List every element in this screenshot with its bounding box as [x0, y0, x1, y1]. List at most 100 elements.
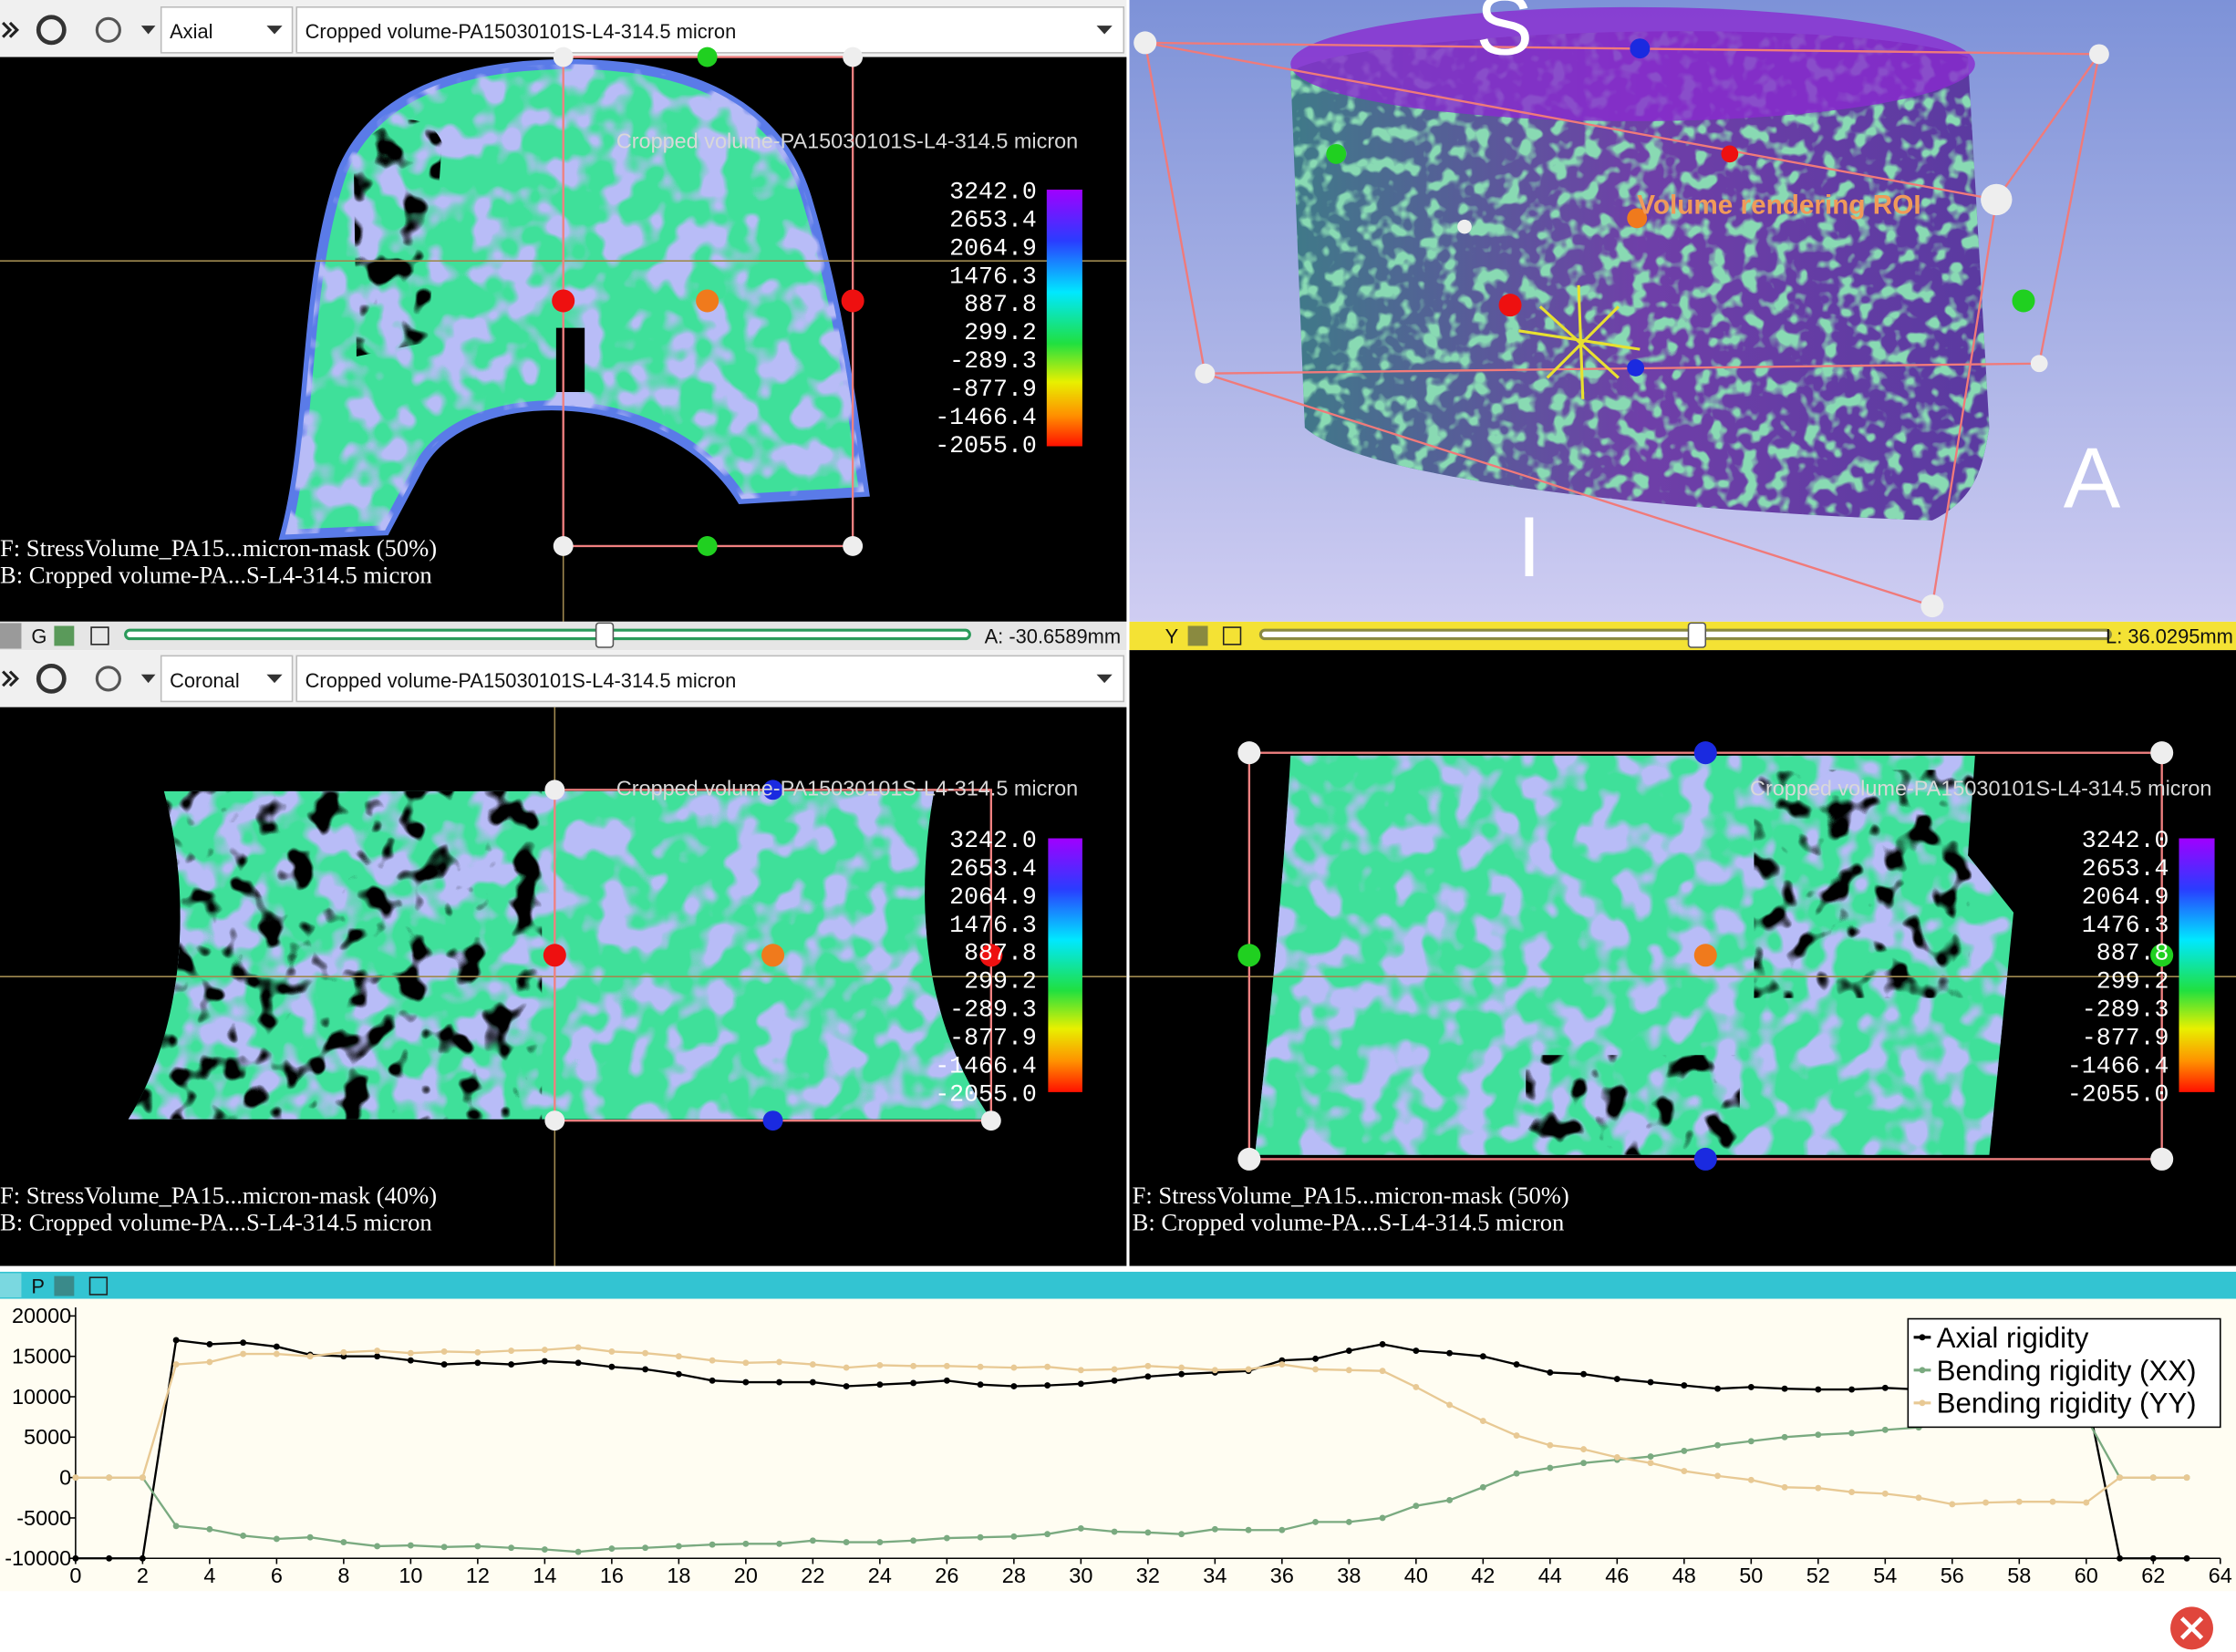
- orientation: Axial: [170, 20, 212, 43]
- handle[interactable]: [1457, 219, 1472, 234]
- handle[interactable]: [762, 780, 783, 800]
- handle[interactable]: [979, 944, 1003, 967]
- pin-icon[interactable]: [0, 1273, 22, 1298]
- dropdown-arrow[interactable]: [140, 674, 156, 684]
- handle[interactable]: [1237, 1147, 1261, 1171]
- dropdown-arrow[interactable]: [140, 26, 156, 35]
- handle[interactable]: [2012, 289, 2035, 313]
- window-icon[interactable]: [88, 1276, 109, 1296]
- foreground-label: F: StressVolume_PA15...micron-mask (50%): [0, 534, 437, 562]
- data-point: [642, 1544, 649, 1552]
- data-point: [541, 1546, 548, 1553]
- handle[interactable]: [1627, 359, 1645, 377]
- expand-icon[interactable]: [2, 21, 19, 38]
- handle[interactable]: [544, 780, 565, 800]
- pores: [128, 790, 543, 1120]
- data-point: [608, 1363, 616, 1370]
- volume-select[interactable]: [295, 6, 1125, 54]
- handle[interactable]: [1693, 1147, 1717, 1171]
- link-icon[interactable]: [1187, 625, 1208, 646]
- handle[interactable]: [1693, 944, 1717, 967]
- slider-track[interactable]: [124, 628, 971, 641]
- data-point: [843, 1383, 850, 1389]
- handle[interactable]: [1498, 294, 1522, 317]
- data-point: [943, 1362, 950, 1369]
- handle[interactable]: [2150, 1147, 2174, 1171]
- color-scale-label: -2055.0: [935, 432, 1037, 459]
- data-point: [1547, 1464, 1554, 1471]
- handle[interactable]: [1920, 594, 1944, 618]
- handle[interactable]: [543, 944, 566, 967]
- data-point: [2049, 1498, 2056, 1505]
- handle[interactable]: [697, 535, 718, 556]
- handle[interactable]: [697, 46, 718, 67]
- volume-select[interactable]: [295, 655, 1125, 703]
- legend-marker: [1919, 1399, 1926, 1407]
- x-tick-label: 42: [1471, 1564, 1495, 1587]
- x-tick-label: 14: [533, 1564, 556, 1587]
- data-point: [1881, 1490, 1889, 1497]
- orientation-marker: I: [1517, 499, 1541, 594]
- data-point: [809, 1361, 816, 1368]
- handle[interactable]: [2150, 944, 2174, 967]
- data-point: [675, 1353, 682, 1360]
- handle[interactable]: [980, 1110, 1001, 1131]
- data-point: [340, 1539, 347, 1545]
- y-tick-label: -10000: [5, 1546, 71, 1570]
- slider-thumb[interactable]: [1687, 622, 1707, 648]
- handle[interactable]: [2088, 44, 2109, 65]
- data-point: [340, 1348, 347, 1356]
- handle[interactable]: [696, 289, 719, 313]
- handle[interactable]: [1326, 143, 1347, 164]
- handle[interactable]: [1981, 183, 2013, 216]
- data-point: [106, 1554, 113, 1562]
- handle[interactable]: [761, 944, 785, 967]
- data-point: [1479, 1353, 1486, 1360]
- handle[interactable]: [843, 535, 864, 556]
- handle[interactable]: [553, 46, 574, 67]
- handle[interactable]: [552, 289, 575, 313]
- orientation-select[interactable]: [160, 6, 294, 54]
- handle[interactable]: [1134, 31, 1157, 55]
- handle[interactable]: [2030, 355, 2048, 373]
- data-point: [1547, 1441, 1554, 1449]
- slider-thumb[interactable]: [595, 622, 615, 648]
- eye-icon[interactable]: [95, 16, 121, 43]
- handle[interactable]: [762, 1110, 783, 1131]
- roi-handles-3d: [1134, 31, 2109, 618]
- x-tick-label: 18: [667, 1564, 690, 1587]
- data-point: [1714, 1385, 1722, 1392]
- handle[interactable]: [1237, 944, 1261, 967]
- color-scale-label: 1476.3: [949, 263, 1037, 290]
- handle[interactable]: [843, 46, 864, 67]
- handle[interactable]: [544, 1110, 565, 1131]
- handle[interactable]: [2150, 741, 2174, 765]
- eye-icon[interactable]: [95, 666, 121, 692]
- data-point: [977, 1363, 984, 1370]
- y-tick-label: -5000: [16, 1506, 71, 1530]
- slider-track[interactable]: [1258, 628, 2112, 641]
- handle[interactable]: [1630, 38, 1651, 59]
- data-point: [1446, 1401, 1454, 1409]
- link-icon[interactable]: [36, 15, 67, 46]
- link-icon[interactable]: [36, 663, 67, 694]
- data-point: [1077, 1525, 1084, 1532]
- x-tick-label: 4: [203, 1564, 215, 1587]
- handle[interactable]: [553, 535, 574, 556]
- handle[interactable]: [841, 289, 864, 313]
- data-point: [910, 1537, 917, 1544]
- link-icon[interactable]: [54, 1275, 75, 1296]
- handle[interactable]: [1237, 741, 1261, 765]
- window-icon[interactable]: [1222, 626, 1242, 645]
- data-point: [407, 1349, 414, 1357]
- handle[interactable]: [1195, 363, 1216, 384]
- link-icon[interactable]: [54, 625, 75, 646]
- handle[interactable]: [1721, 145, 1739, 163]
- orientation-select[interactable]: [160, 655, 294, 703]
- pin-icon[interactable]: [0, 623, 22, 649]
- expand-icon[interactable]: [2, 670, 19, 687]
- handle[interactable]: [1693, 741, 1717, 765]
- handle[interactable]: [1627, 208, 1648, 229]
- data-point: [273, 1343, 280, 1350]
- window-icon[interactable]: [90, 626, 109, 645]
